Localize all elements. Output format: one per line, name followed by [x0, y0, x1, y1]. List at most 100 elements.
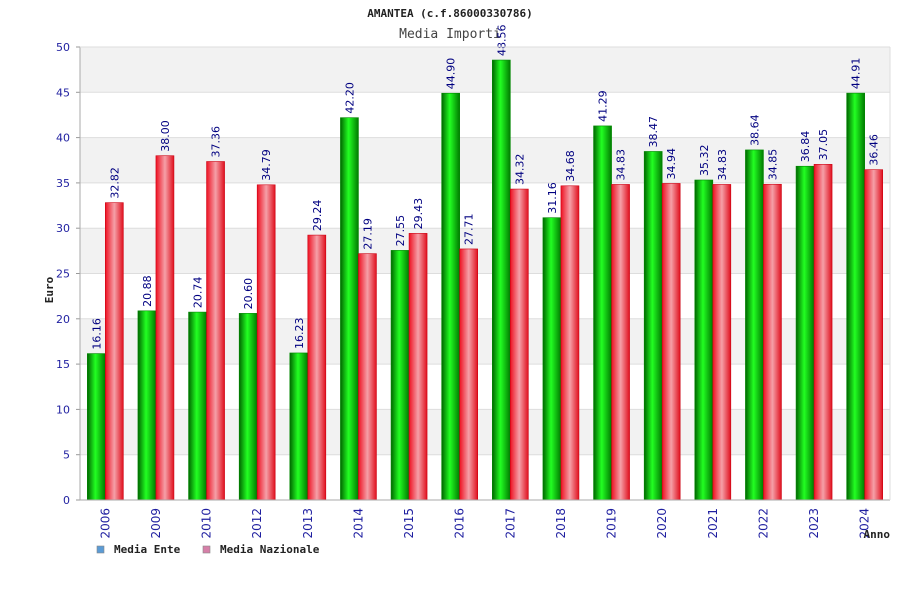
bar-media-nazionale-2010 [206, 161, 225, 501]
y-tick-label: 25 [56, 268, 70, 281]
bar-media-nazionale-2017 [510, 188, 529, 501]
x-axis-label: Anno [864, 528, 891, 541]
bar-media-ente-2023 [795, 165, 815, 501]
bar-labels: 16.16 32.82 20.88 38.00 20.74 37.36 20.60 34.79… [90, 25, 880, 350]
x-tick-labels: 2006 2009 2010 2012 2013 2014 2015 2016 2017 2018… [98, 508, 871, 539]
data-label-media-nazionale-2017: 34.32 [513, 154, 526, 186]
bar-media-ente-2022 [745, 149, 764, 501]
legend-label-media-ente: Media Ente [114, 543, 181, 556]
legend-label-media-nazionale: Media Nazionale [220, 543, 320, 556]
bar-media-ente-2006 [87, 353, 106, 501]
data-label-media-nazionale-2015: 29.43 [412, 198, 425, 230]
bar-media-ente-2015 [390, 250, 410, 501]
bar-media-nazionale-2014 [358, 253, 377, 501]
y-axis-label: Euro [43, 276, 56, 303]
bar-media-nazionale-2020 [661, 183, 681, 501]
y-tick-label: 0 [63, 494, 70, 507]
data-label-media-nazionale-2013: 29.24 [311, 200, 324, 232]
bar-media-nazionale-2012 [256, 184, 276, 501]
bar-media-nazionale-2024 [864, 169, 883, 501]
bar-media-ente-2016 [441, 92, 460, 501]
bar-media-nazionale-2019 [611, 184, 630, 501]
data-label-media-nazionale-2020: 34.94 [665, 148, 678, 180]
legend-swatch-media-nazionale [202, 545, 211, 554]
x-tick-label-2016: 2016 [453, 508, 467, 539]
x-tick-label-2022: 2022 [756, 508, 770, 539]
data-label-media-nazionale-2024: 36.46 [868, 134, 881, 166]
legend-swatch-media-ente [96, 545, 105, 554]
bar-media-nazionale-2013 [307, 234, 327, 501]
bar-media-ente-2012 [238, 313, 258, 501]
axes [79, 46, 891, 501]
bars [87, 59, 883, 501]
y-tick-label: 10 [56, 403, 70, 416]
data-label-media-ente-2014: 42.20 [343, 82, 356, 114]
data-label-media-nazionale-2006: 32.82 [108, 167, 121, 199]
bar-media-ente-2013 [289, 352, 309, 501]
data-label-media-ente-2010: 20.74 [192, 277, 205, 309]
data-label-media-nazionale-2009: 38.00 [159, 120, 172, 152]
data-label-media-ente-2018: 31.16 [546, 182, 559, 214]
bar-media-ente-2010 [188, 311, 207, 501]
data-label-media-ente-2015: 27.55 [394, 215, 407, 247]
data-label-media-ente-2019: 41.29 [597, 90, 610, 122]
bar-media-nazionale-2006 [105, 202, 124, 501]
bar-media-nazionale-2021 [712, 184, 732, 501]
chart-title: AMANTEA (c.f.86000330786) [367, 7, 533, 20]
y-tick-label: 40 [56, 132, 70, 145]
data-label-media-ente-2023: 36.84 [799, 131, 812, 163]
bar-media-ente-2018 [542, 217, 562, 501]
data-label-media-nazionale-2010: 37.36 [210, 126, 223, 158]
data-label-media-nazionale-2016: 27.71 [463, 213, 476, 245]
data-label-media-ente-2016: 44.90 [445, 58, 458, 90]
bar-media-nazionale-2023 [813, 164, 833, 501]
plot-band [80, 92, 890, 138]
plot-band [80, 47, 890, 93]
bar-media-ente-2024 [846, 92, 865, 501]
data-label-media-ente-2009: 20.88 [141, 275, 154, 307]
x-tick-label-2019: 2019 [605, 508, 619, 539]
y-tick-label: 35 [56, 177, 70, 190]
x-tick-label-2014: 2014 [351, 508, 365, 539]
x-tick-label-2020: 2020 [655, 508, 669, 539]
y-tick-label: 30 [56, 222, 70, 235]
bar-media-nazionale-2015 [408, 233, 428, 501]
bar-media-ente-2020 [643, 151, 663, 501]
data-label-media-ente-2021: 35.32 [698, 145, 711, 177]
y-tick-label: 45 [56, 86, 70, 99]
data-label-media-nazionale-2022: 34.85 [766, 149, 779, 181]
y-tick-label: 15 [56, 358, 70, 371]
data-label-media-nazionale-2021: 34.83 [716, 149, 729, 181]
data-label-media-nazionale-2023: 37.05 [817, 129, 830, 161]
bar-media-nazionale-2016 [459, 248, 478, 501]
legend: Media Ente Media Nazionale [96, 543, 320, 556]
x-tick-label-2010: 2010 [200, 508, 214, 539]
data-label-media-nazionale-2014: 27.19 [361, 218, 374, 250]
data-label-media-ente-2006: 16.16 [90, 318, 103, 350]
x-tick-label-2021: 2021 [706, 508, 720, 539]
bar-media-ente-2017 [492, 59, 511, 501]
data-label-media-ente-2022: 38.64 [748, 114, 761, 146]
bar-media-ente-2021 [694, 179, 714, 501]
bar-media-nazionale-2009 [155, 155, 175, 501]
data-label-media-ente-2017: 48.56 [495, 25, 508, 57]
x-tick-label-2017: 2017 [503, 508, 517, 539]
x-tick-label-2015: 2015 [402, 508, 416, 539]
bar-media-nazionale-2022 [763, 183, 782, 501]
y-tick-labels: 0 5 10 15 20 25 30 35 40 45 50 [56, 41, 70, 507]
chart-subtitle: Media Importi [399, 27, 501, 42]
x-tick-label-2018: 2018 [554, 508, 568, 539]
y-tick-label: 5 [63, 449, 70, 462]
x-tick-label-2006: 2006 [98, 508, 112, 539]
bar-media-ente-2009 [137, 310, 157, 501]
x-tick-label-2023: 2023 [807, 508, 821, 539]
x-tick-label-2012: 2012 [250, 508, 264, 539]
bar-media-nazionale-2018 [560, 185, 580, 501]
x-tick-label-2013: 2013 [301, 508, 315, 539]
data-label-media-ente-2024: 44.91 [850, 58, 863, 90]
data-label-media-ente-2020: 38.47 [647, 116, 660, 148]
data-label-media-ente-2013: 16.23 [293, 317, 306, 349]
y-tick-label: 20 [56, 313, 70, 326]
data-label-media-nazionale-2012: 34.79 [260, 149, 273, 181]
